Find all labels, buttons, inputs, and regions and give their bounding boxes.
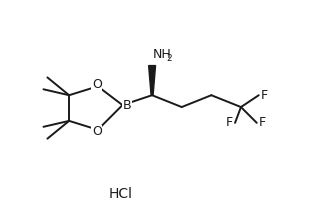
Text: O: O [92, 78, 102, 91]
Text: O: O [92, 125, 102, 138]
Text: F: F [259, 116, 266, 129]
Text: F: F [261, 89, 268, 102]
Text: NH: NH [153, 48, 172, 61]
Polygon shape [149, 66, 156, 95]
Text: HCl: HCl [108, 187, 133, 201]
Text: F: F [226, 116, 233, 129]
Text: 2: 2 [166, 54, 171, 63]
Text: B: B [123, 99, 132, 112]
